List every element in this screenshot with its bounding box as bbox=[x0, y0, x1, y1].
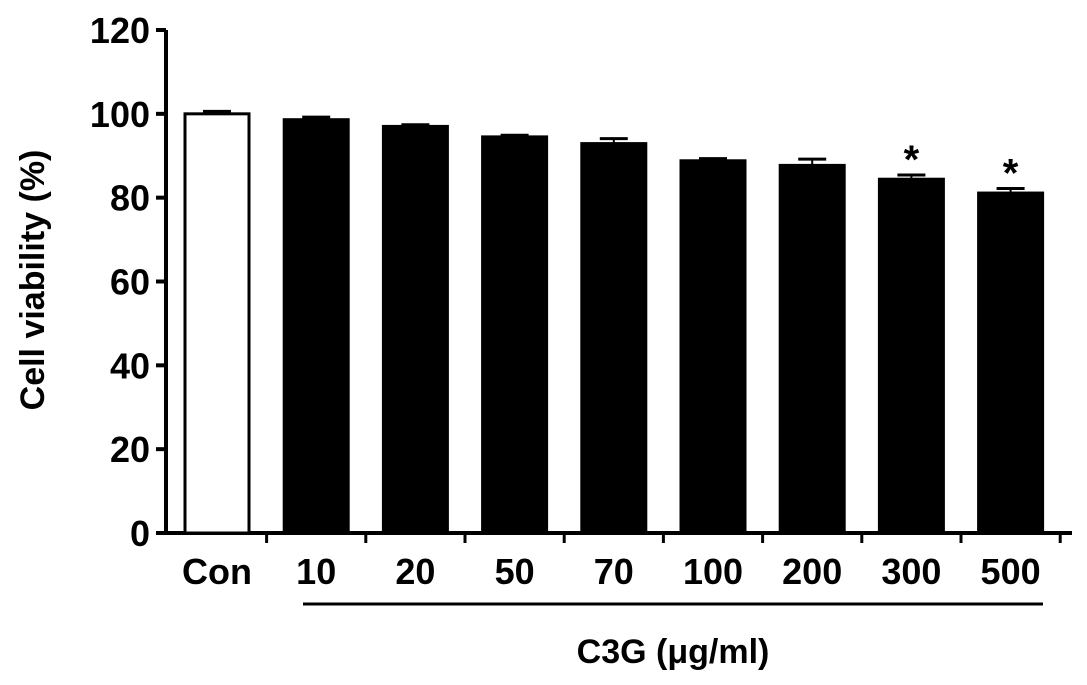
x-tick-label: 300 bbox=[881, 551, 941, 592]
bar bbox=[481, 135, 549, 535]
x-tick-label: Con bbox=[182, 551, 252, 592]
bar bbox=[183, 112, 251, 535]
labels: 0 20 40 60 80 100 120 Con 10 20 50 70 100 200 300 * 500 * bbox=[90, 10, 1041, 592]
bar bbox=[679, 159, 747, 535]
x-tick-label: 100 bbox=[683, 551, 743, 592]
x-tick-label: 70 bbox=[594, 551, 634, 592]
bar bbox=[977, 191, 1045, 535]
x-tick-label: 500 bbox=[981, 551, 1041, 592]
x-tick-label: 10 bbox=[296, 551, 336, 592]
y-tick-label: 120 bbox=[90, 10, 150, 51]
y-tick-label: 60 bbox=[110, 262, 150, 303]
x-tick-label: 50 bbox=[495, 551, 535, 592]
x-tick-label: 200 bbox=[782, 551, 842, 592]
x-tick-label: 20 bbox=[395, 551, 435, 592]
bar bbox=[778, 163, 846, 535]
y-tick-label: 40 bbox=[110, 345, 150, 386]
bar bbox=[580, 142, 648, 535]
bar bbox=[877, 177, 945, 535]
bars bbox=[183, 109, 1045, 535]
bar bbox=[381, 124, 449, 535]
y-tick-label: 100 bbox=[90, 94, 150, 135]
significance-marker: * bbox=[1003, 151, 1019, 195]
y-axis-label: Cell viability (%) bbox=[14, 150, 52, 411]
x-axis-label: C3G (μg/ml) bbox=[577, 633, 770, 671]
y-tick-label: 0 bbox=[130, 513, 150, 554]
bar bbox=[282, 118, 350, 535]
y-tick-label: 80 bbox=[110, 178, 150, 219]
y-tick-label: 20 bbox=[110, 429, 150, 470]
significance-marker: * bbox=[904, 138, 920, 182]
